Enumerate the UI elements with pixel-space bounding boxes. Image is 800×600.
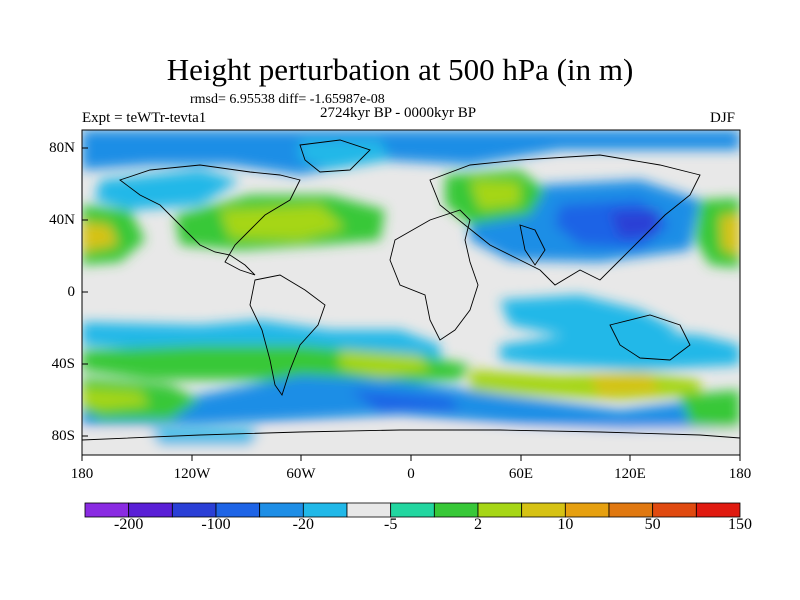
season-label: DJF [710,110,736,126]
colorbar-label: -100 [201,516,231,533]
lat-tick-40n: 40N [49,212,75,228]
lon-tick-120e: 120E [614,466,646,482]
lat-tick-40s: 40S [51,356,75,372]
lon-tick-0: 0 [407,466,415,482]
colorbar-swatch [128,502,173,518]
lon-tick-60w: 60W [286,466,316,482]
statistics-text: rmsd= 6.95538 diff= -1.65987e-08 [190,92,385,107]
lon-tick-180e: 180 [728,466,752,482]
colorbar-swatch [652,502,697,518]
colorbar-swatch [608,502,654,518]
colorbar-swatch [477,502,523,518]
lat-tick-0: 0 [67,284,76,300]
colorbar-swatch [564,502,610,518]
lat-tick-80n: 80N [49,140,75,156]
colorbar-label: -200 [113,516,144,533]
colorbar-swatch [433,502,479,518]
colorbar-swatch [521,502,566,518]
colorbar-label: 150 [728,516,752,533]
colorbar-swatch [215,502,261,518]
colorbar-label: 2 [474,516,482,533]
colorbar-label: -5 [383,516,398,533]
colorbar-label: 50 [644,516,661,533]
contour-field [82,130,740,455]
map-title: Height perturbation at 500 hPa (in m) [166,52,634,87]
lon-tick-120w: 120W [173,466,211,482]
colorbar-swatch [171,502,217,518]
colorbar-swatch [302,502,348,518]
colorbar-label: -20 [292,516,314,533]
lat-tick-80s: 80S [51,428,75,444]
colorbar-swatch [346,502,392,518]
colorbar-label: 10 [557,516,574,533]
colorbar-swatch [84,502,130,518]
axis-ticks [81,147,741,461]
period-text: 2724kyr BP - 0000kyr BP [320,105,477,121]
experiment-label: Expt = teWTr-tevta1 [82,110,207,126]
lon-tick-180w: 180 [70,466,94,482]
colorbar-swatch [259,502,304,518]
coastlines [82,139,740,441]
map-panel [82,130,740,455]
colorbar-swatch [695,502,741,518]
colorbar-swatch [390,502,435,518]
lon-tick-60e: 60E [508,466,534,482]
colorbar [84,502,741,518]
